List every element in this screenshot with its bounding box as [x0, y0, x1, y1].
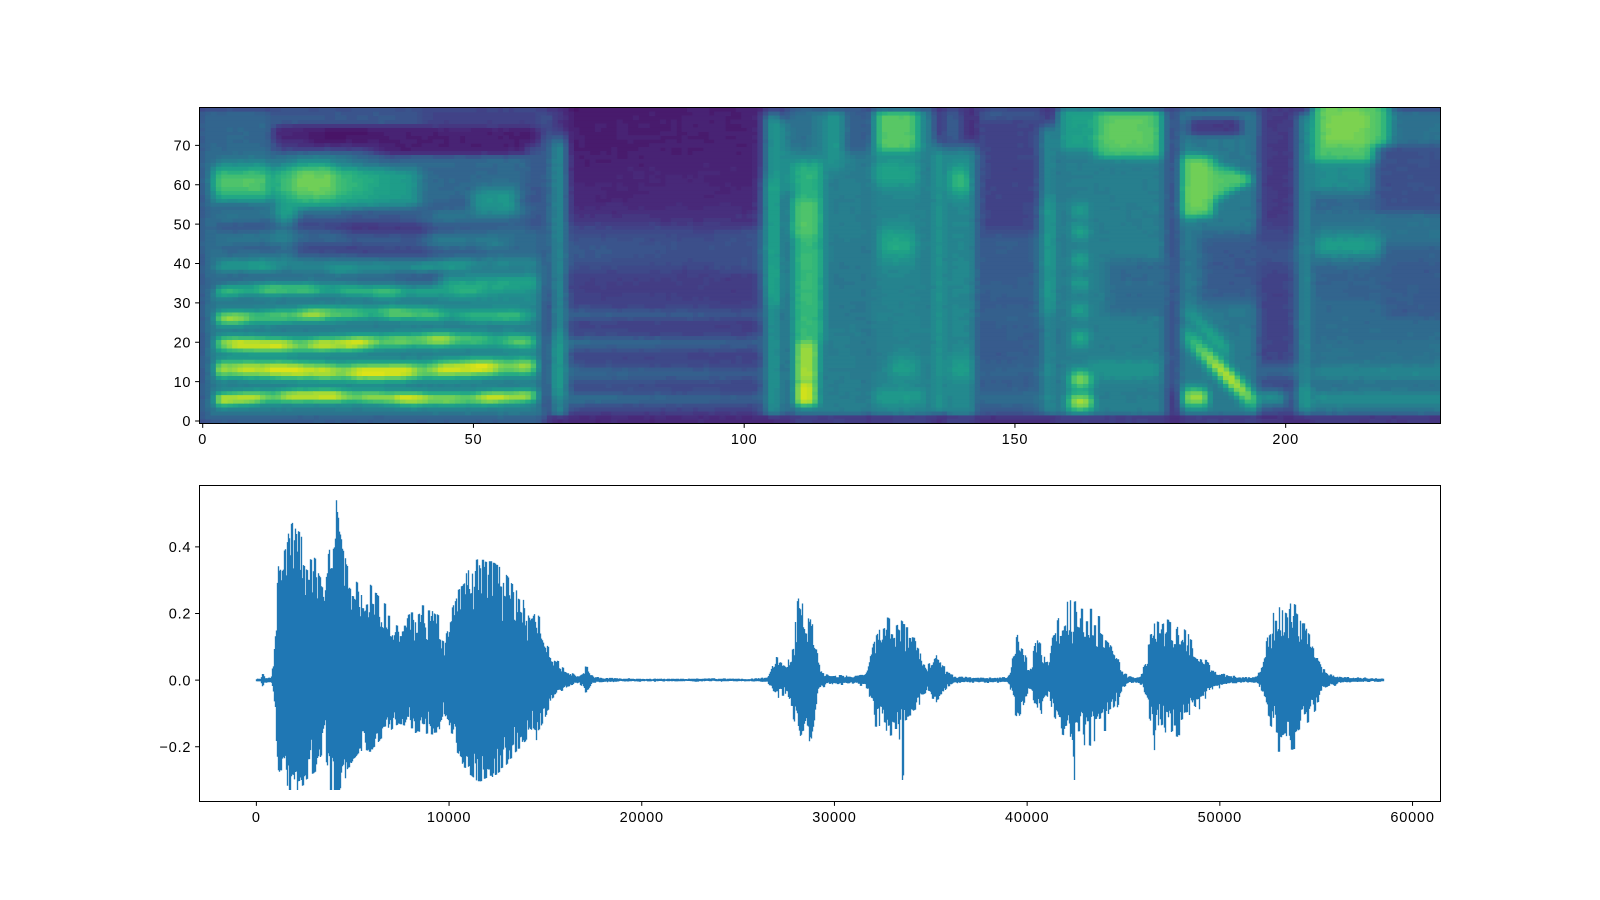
svg-text:10000: 10000	[427, 810, 471, 826]
svg-text:60: 60	[174, 178, 192, 194]
svg-text:20: 20	[174, 335, 192, 351]
svg-text:50: 50	[174, 217, 192, 233]
svg-text:0.4: 0.4	[169, 540, 192, 556]
svg-text:70: 70	[174, 139, 192, 155]
svg-text:0: 0	[198, 432, 207, 448]
svg-text:100: 100	[731, 432, 758, 448]
svg-text:10: 10	[174, 375, 192, 391]
svg-text:150: 150	[1002, 432, 1029, 448]
svg-text:30000: 30000	[812, 810, 856, 826]
svg-text:0.0: 0.0	[169, 673, 192, 689]
svg-text:0: 0	[182, 414, 191, 430]
svg-text:40000: 40000	[1005, 810, 1049, 826]
svg-text:60000: 60000	[1390, 810, 1434, 826]
svg-text:50000: 50000	[1198, 810, 1242, 826]
svg-text:40: 40	[174, 257, 192, 273]
svg-text:−0.2: −0.2	[159, 740, 191, 756]
svg-text:50: 50	[465, 432, 483, 448]
svg-text:20000: 20000	[620, 810, 664, 826]
svg-text:0.2: 0.2	[169, 607, 192, 623]
svg-text:200: 200	[1272, 432, 1299, 448]
svg-text:30: 30	[174, 296, 192, 312]
svg-text:0: 0	[252, 810, 261, 826]
